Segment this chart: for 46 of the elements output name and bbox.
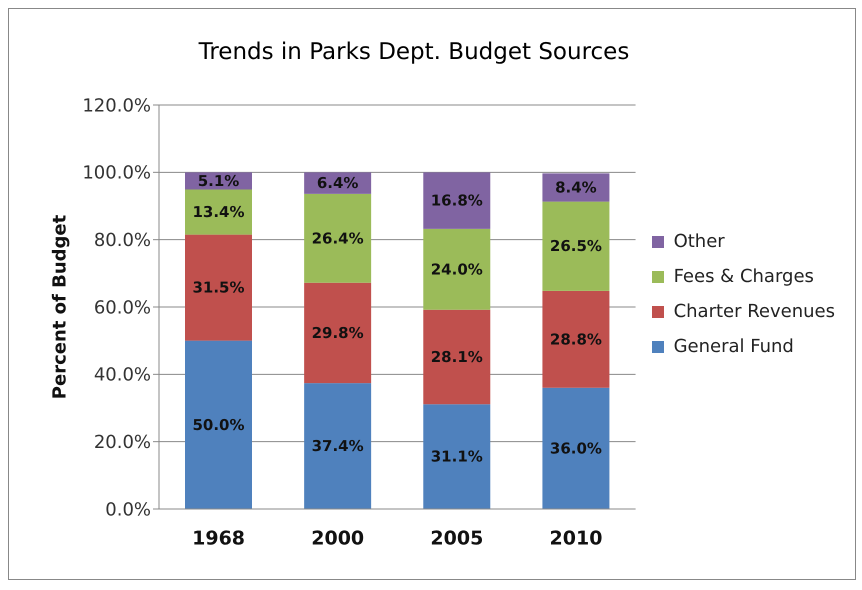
bar bbox=[304, 194, 372, 283]
y-tick-label: 40.0% bbox=[94, 364, 151, 386]
data-label: 28.8% bbox=[550, 330, 602, 348]
bar bbox=[423, 172, 490, 229]
data-label: 13.4% bbox=[192, 203, 245, 222]
y-tick-label: 20.0% bbox=[94, 432, 151, 454]
bar bbox=[304, 383, 372, 509]
x-tick-label: 2010 bbox=[550, 527, 602, 550]
bar bbox=[304, 282, 372, 384]
x-tick-label: 2005 bbox=[430, 527, 484, 550]
bar bbox=[542, 202, 610, 291]
data-label: 24.0% bbox=[430, 260, 483, 278]
data-label: 31.1% bbox=[430, 448, 483, 466]
bar bbox=[542, 388, 610, 509]
bar bbox=[185, 190, 252, 235]
y-tick-label: 80.0% bbox=[94, 230, 151, 252]
data-label: 50.0% bbox=[192, 416, 245, 434]
data-label: 26.5% bbox=[550, 237, 602, 256]
x-tick-label: 2000 bbox=[311, 527, 364, 550]
legend-label: Charter Revenues bbox=[674, 301, 835, 322]
data-label: 36.0% bbox=[550, 439, 602, 458]
data-label: 28.1% bbox=[430, 348, 483, 366]
data-label: 26.4% bbox=[312, 229, 364, 248]
data-label: 5.1% bbox=[198, 172, 240, 190]
y-tick-label: 0.0% bbox=[105, 499, 151, 520]
data-label: 6.4% bbox=[316, 174, 358, 192]
data-label: 29.8% bbox=[312, 324, 364, 342]
bar bbox=[185, 340, 252, 509]
legend-label: General Fund bbox=[674, 336, 794, 357]
bar bbox=[423, 404, 490, 509]
legend-label: Other bbox=[674, 231, 725, 252]
y-tick-label: 100.0% bbox=[82, 162, 151, 184]
bar bbox=[423, 228, 490, 310]
legend-label: Fees & Charges bbox=[674, 266, 814, 287]
data-label: 16.8% bbox=[430, 192, 483, 210]
data-label: 31.5% bbox=[192, 278, 245, 297]
x-tick-label: 1968 bbox=[192, 527, 246, 550]
y-tick-label: 60.0% bbox=[94, 297, 151, 318]
y-axis-title: Percent of Budget bbox=[49, 214, 70, 400]
data-label: 37.4% bbox=[312, 437, 364, 456]
data-label: 8.4% bbox=[555, 178, 597, 196]
bar bbox=[185, 234, 252, 341]
bar bbox=[542, 290, 610, 388]
y-tick-label: 120.0% bbox=[82, 95, 151, 116]
chart-title: Trends in Parks Dept. Budget Sources bbox=[198, 39, 630, 65]
bar bbox=[423, 310, 490, 404]
